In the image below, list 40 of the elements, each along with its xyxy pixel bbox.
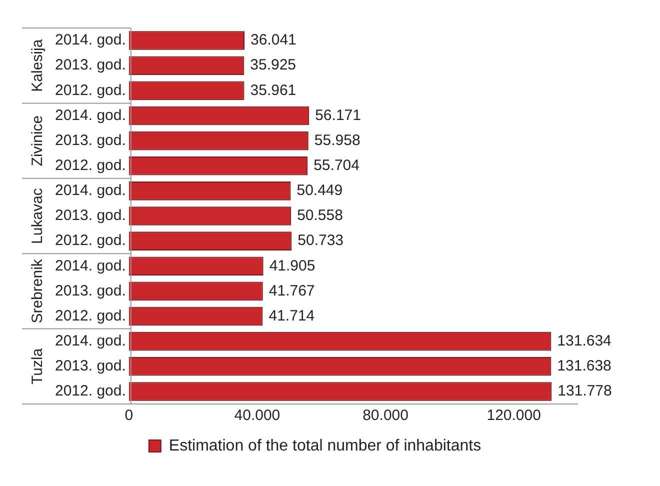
y-tick-label: 2012. god. (54, 157, 126, 174)
text: Lukavac (29, 188, 46, 244)
data-label: 50.449 (296, 182, 343, 200)
text: Kalesija (29, 38, 46, 92)
data-label: 131.638 (557, 358, 612, 375)
data-label: 56.171 (315, 106, 361, 124)
text: Zivinice (29, 115, 46, 166)
data-label: 50.558 (297, 207, 343, 224)
text: Srebrenik (29, 258, 46, 324)
data-label: 41.767 (268, 282, 315, 300)
y-tick-label: 2014. god. (54, 332, 126, 350)
y-tick-label: 2014. god. (54, 257, 126, 274)
y-tick-label: 2013. god. (54, 282, 126, 300)
x-tick-label: 0 (124, 407, 134, 424)
legend-label: Estimation of the total number of inhabitants (168, 437, 482, 454)
data-label: 36.041 (250, 32, 296, 49)
data-label: 55.704 (314, 157, 360, 174)
data-label: 35.961 (250, 82, 296, 99)
x-tick-label: 80.000 (362, 407, 408, 424)
data-label: 131.778 (558, 382, 612, 400)
y-tick-label: 2012. god. (54, 307, 126, 324)
data-label: 50.733 (298, 232, 344, 250)
data-label: 41.714 (268, 307, 315, 324)
x-tick-label: 40.000 (234, 407, 280, 424)
y-tick-label: 2013. god. (54, 56, 126, 74)
y-tick-label: 2013. god. (54, 358, 126, 375)
y-tick-label: 2014. god. (54, 182, 126, 200)
y-tick-label: 2012. god. (54, 232, 126, 250)
data-label: 131.634 (557, 332, 612, 350)
x-tick-label: 120.000 (486, 407, 541, 424)
y-tick-label: 2014. god. (54, 32, 126, 49)
y-tick-label: 2012. god. (54, 382, 126, 400)
data-label: 35.925 (250, 56, 296, 74)
text: Tuzla (29, 348, 46, 384)
y-tick-label: 2013. god. (54, 207, 126, 224)
data-label: 41.905 (269, 257, 316, 274)
y-tick-label: 2012. god. (54, 82, 126, 99)
y-tick-label: 2014. god. (54, 106, 126, 124)
y-tick-label: 2013. god. (54, 132, 126, 149)
data-label: 55.958 (314, 132, 360, 149)
